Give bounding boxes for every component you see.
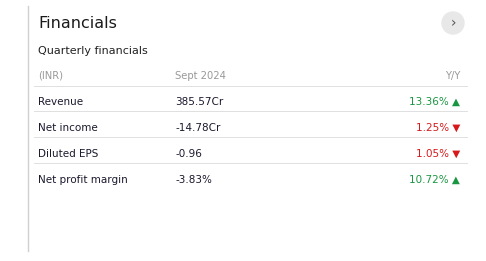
Text: Net income: Net income xyxy=(38,123,98,133)
Text: 385.57Cr: 385.57Cr xyxy=(175,97,223,107)
Text: Financials: Financials xyxy=(38,15,117,31)
Text: Revenue: Revenue xyxy=(38,97,83,107)
Text: -14.78Cr: -14.78Cr xyxy=(175,123,220,133)
Text: 13.36% ▲: 13.36% ▲ xyxy=(409,97,460,107)
Circle shape xyxy=(442,12,464,34)
Text: 1.25% ▼: 1.25% ▼ xyxy=(416,123,460,133)
Text: Y/Y: Y/Y xyxy=(445,71,460,81)
Text: 1.05% ▼: 1.05% ▼ xyxy=(416,149,460,159)
Text: (INR): (INR) xyxy=(38,71,63,81)
Text: Quarterly financials: Quarterly financials xyxy=(38,46,148,56)
Text: 10.72% ▲: 10.72% ▲ xyxy=(409,175,460,185)
Text: -0.96: -0.96 xyxy=(175,149,202,159)
Text: ›: › xyxy=(450,16,456,30)
Text: -3.83%: -3.83% xyxy=(175,175,212,185)
Text: Net profit margin: Net profit margin xyxy=(38,175,128,185)
Text: Diluted EPS: Diluted EPS xyxy=(38,149,98,159)
Text: Sept 2024: Sept 2024 xyxy=(175,71,226,81)
